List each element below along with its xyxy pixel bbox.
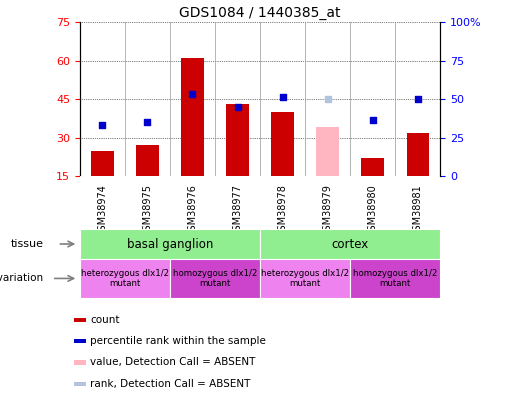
Bar [271, 112, 294, 176]
Bar [80, 259, 170, 298]
Bar [91, 151, 114, 176]
Bar [406, 132, 429, 176]
Text: percentile rank within the sample: percentile rank within the sample [90, 337, 266, 346]
Bar [362, 158, 384, 176]
Bar [74, 339, 86, 343]
Text: tissue: tissue [11, 239, 44, 249]
Bar [350, 259, 440, 298]
Text: GSM38975: GSM38975 [143, 184, 152, 237]
Bar [136, 145, 159, 176]
Point [323, 96, 332, 102]
Text: basal ganglion: basal ganglion [127, 237, 213, 251]
Text: genotype/variation: genotype/variation [0, 273, 44, 283]
Point [414, 96, 422, 102]
Bar [74, 318, 86, 322]
Bar [316, 128, 339, 176]
Text: GSM38974: GSM38974 [97, 184, 107, 237]
Text: GSM38977: GSM38977 [233, 184, 243, 237]
Bar [181, 58, 204, 176]
Bar [260, 259, 350, 298]
Title: GDS1084 / 1440385_at: GDS1084 / 1440385_at [179, 6, 341, 20]
Text: homozygous dlx1/2
mutant: homozygous dlx1/2 mutant [173, 269, 257, 288]
Text: GSM38981: GSM38981 [413, 184, 423, 237]
Bar [260, 229, 440, 259]
Text: homozygous dlx1/2
mutant: homozygous dlx1/2 mutant [353, 269, 437, 288]
Text: heterozygous dlx1/2
mutant: heterozygous dlx1/2 mutant [261, 269, 349, 288]
Point [143, 119, 151, 126]
Point [279, 94, 287, 100]
Bar [170, 259, 260, 298]
Text: cortex: cortex [332, 237, 369, 251]
Bar [226, 104, 249, 176]
Text: count: count [90, 315, 119, 325]
Text: GSM38980: GSM38980 [368, 184, 377, 237]
Bar [74, 382, 86, 386]
Text: rank, Detection Call = ABSENT: rank, Detection Call = ABSENT [90, 379, 250, 388]
Text: GSM38978: GSM38978 [278, 184, 287, 237]
Text: GSM38976: GSM38976 [187, 184, 197, 237]
Point [369, 117, 377, 123]
Text: heterozygous dlx1/2
mutant: heterozygous dlx1/2 mutant [81, 269, 169, 288]
Point [98, 122, 107, 128]
Text: value, Detection Call = ABSENT: value, Detection Call = ABSENT [90, 358, 255, 367]
Point [233, 104, 242, 110]
Point [188, 91, 197, 97]
Bar [80, 229, 260, 259]
Text: GSM38979: GSM38979 [323, 184, 333, 237]
Bar [74, 360, 86, 364]
